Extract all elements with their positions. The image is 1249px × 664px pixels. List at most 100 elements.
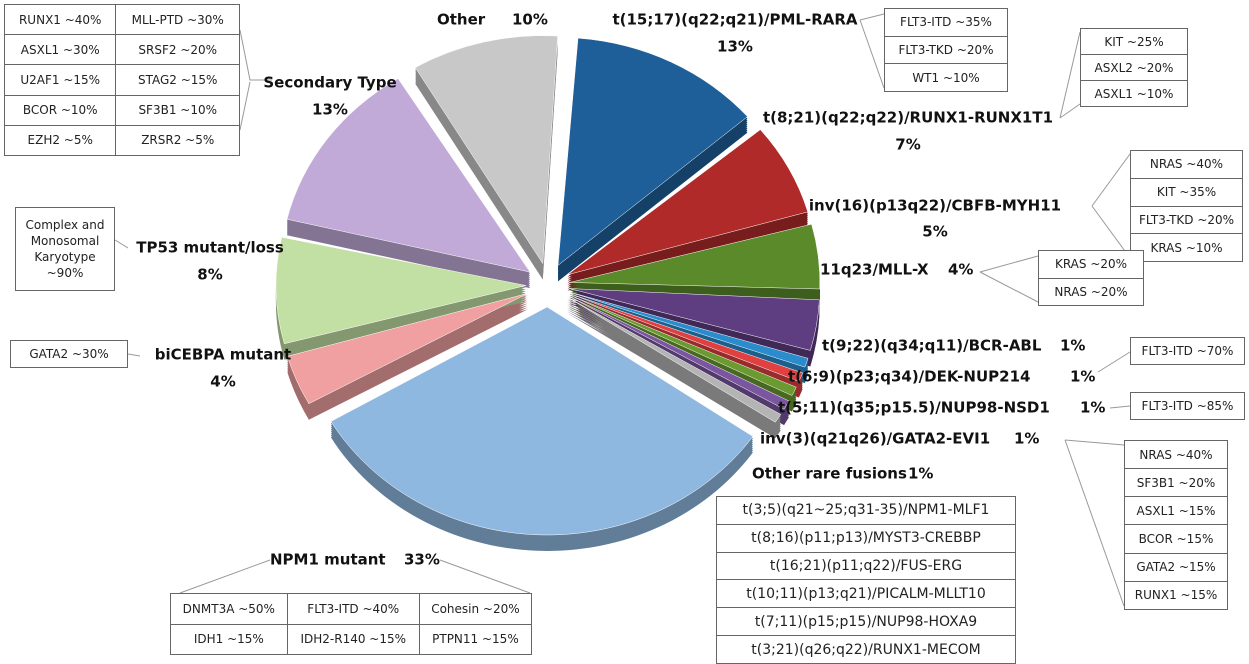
value-label: 7% xyxy=(895,136,920,154)
annotation-cell: FLT3-ITD ~40% xyxy=(286,593,420,625)
annotation-table: RUNX1 ~40% MLL-PTD ~30% ASXL1 ~30% SRSF2 ~2… xyxy=(3,3,240,157)
annotation-cell: IDH1 ~15% xyxy=(170,623,288,655)
connector xyxy=(979,271,1039,303)
annotation-row: FLT3-TKD ~20% xyxy=(884,35,1008,65)
slice-tops xyxy=(275,35,821,536)
annotation-table: DNMT3A ~50% FLT3-ITD ~40% Cohesin ~20% IDH1… xyxy=(170,593,533,655)
annotation-cell: BCOR ~15% xyxy=(1124,524,1228,554)
slice xyxy=(569,223,821,290)
annotation-cell: FLT3-ITD ~70% xyxy=(1130,337,1245,365)
annotation-row: RUNX1 ~15% xyxy=(1124,580,1228,611)
annotation-cell: FLT3-ITD ~35% xyxy=(884,8,1008,37)
annotation-cell: EZH2 ~5% xyxy=(3,124,117,157)
value-label: 13% xyxy=(312,101,348,119)
value-label: 8% xyxy=(197,266,222,284)
annotation-cell: KRAS ~10% xyxy=(1130,233,1243,262)
annotation-table: Complex and Monosomal Karyotype ~90% xyxy=(15,207,115,291)
slice-side xyxy=(567,296,797,398)
annotation-table: KRAS ~20% NRAS ~20% xyxy=(1038,250,1144,306)
annotation-cell: MLL-PTD ~30% xyxy=(115,3,240,36)
annotation-cell: PTPN11 ~15% xyxy=(418,623,533,655)
value-label: 33% xyxy=(404,551,440,569)
value-label: 4% xyxy=(948,261,973,279)
slice-side xyxy=(568,295,803,384)
slice xyxy=(567,295,790,410)
value-label: 5% xyxy=(922,223,947,241)
annotation-row: U2AF1 ~15% STAG2 ~15% xyxy=(3,64,240,96)
annotation-cell: RUNX1 ~40% xyxy=(3,3,117,36)
value-label: 1% xyxy=(908,465,933,483)
annotation-row: EZH2 ~5% ZRSR2 ~5% xyxy=(3,124,240,157)
annotation-cell: Cohesin ~20% xyxy=(418,593,533,625)
annotation-cell: t(16;21)(p11;q22)/FUS-ERG xyxy=(716,551,1016,581)
slice-label: TP53 mutant/loss xyxy=(136,239,284,257)
annotation-table: t(3;5)(q21~25;q31-35)/NPM1-MLF1 t(8;16)(p… xyxy=(716,496,1016,664)
annotation-cell: NRAS ~20% xyxy=(1038,277,1144,306)
annotation-row: WT1 ~10% xyxy=(884,63,1008,92)
connector xyxy=(114,239,129,249)
annotation-cell: GATA2 ~15% xyxy=(1124,552,1228,582)
annotation-row: ASXL1 ~30% SRSF2 ~20% xyxy=(3,34,240,66)
annotation-cell: t(8;16)(p11;p13)/MYST3-CREBBP xyxy=(716,523,1016,553)
value-label: 1% xyxy=(1060,337,1085,355)
slice xyxy=(287,293,528,405)
annotation-cell: KIT ~35% xyxy=(1130,177,1243,207)
slice-label: Other xyxy=(437,11,486,29)
annotation-cell: ASXL1 ~15% xyxy=(1124,496,1228,526)
annotation-cell: FLT3-ITD ~85% xyxy=(1130,392,1245,420)
slice xyxy=(414,35,558,265)
annotation-row: DNMT3A ~50% FLT3-ITD ~40% Cohesin ~20% xyxy=(170,593,533,625)
annotation-cell: NRAS ~40% xyxy=(1124,439,1228,470)
annotation-row: KIT ~35% xyxy=(1130,177,1243,207)
annotation-cell: BCOR ~10% xyxy=(3,94,117,126)
annotation-table: GATA2 ~30% xyxy=(10,340,128,368)
annotation-row: Complex and Monosomal Karyotype ~90% xyxy=(15,207,115,291)
connector xyxy=(1091,205,1131,259)
connector xyxy=(1109,405,1131,409)
connector xyxy=(179,559,271,594)
slice-label: biCEBPA mutant xyxy=(155,346,291,364)
connector xyxy=(1059,103,1081,119)
annotation-cell: SF3B1 ~20% xyxy=(1124,468,1228,498)
connector xyxy=(1064,439,1125,446)
slice-label: Other rare fusions xyxy=(752,465,907,483)
slice xyxy=(566,296,782,423)
slice xyxy=(568,292,803,382)
annotation-cell: DNMT3A ~50% xyxy=(170,593,288,625)
annotation-table: FLT3-ITD ~85% xyxy=(1130,392,1245,420)
annotation-row: GATA2 ~15% xyxy=(1124,552,1228,582)
slice xyxy=(286,78,531,273)
annotation-row: GATA2 ~30% xyxy=(10,340,128,368)
annotation-cell: NRAS ~40% xyxy=(1130,150,1243,179)
annotation-cell: SRSF2 ~20% xyxy=(115,34,240,66)
annotation-table: FLT3-ITD ~70% xyxy=(1130,337,1245,365)
annotation-cell: t(7;11)(p15;p15)/NUP98-HOXA9 xyxy=(716,607,1016,637)
annotation-cell: ASXL1 ~10% xyxy=(1080,80,1188,107)
annotation-cell: KRAS ~20% xyxy=(1038,250,1144,279)
connector xyxy=(1091,153,1131,207)
annotation-row: t(16;21)(p11;q22)/FUS-ERG xyxy=(716,551,1016,581)
annotation-cell: U2AF1 ~15% xyxy=(3,64,117,96)
annotation-cell: ASXL2 ~20% xyxy=(1080,54,1188,81)
connector xyxy=(1059,31,1081,119)
value-label: 1% xyxy=(1014,430,1039,448)
connectors xyxy=(114,13,1131,607)
annotation-cell: STAG2 ~15% xyxy=(115,64,240,96)
slice-side xyxy=(568,293,809,370)
value-label: 13% xyxy=(717,38,753,56)
annotation-table: FLT3-ITD ~35% FLT3-TKD ~20% WT1 ~10% xyxy=(884,8,1008,92)
annotation-row: IDH1 ~15% IDH2-R140 ~15% PTPN11 ~15% xyxy=(170,623,533,655)
annotation-row: NRAS ~40% xyxy=(1130,150,1243,179)
slice-label: inv(16)(p13q22)/CBFB-MYH11 xyxy=(809,197,1061,215)
annotation-cell: GATA2 ~30% xyxy=(10,340,128,368)
annotation-row: SF3B1 ~20% xyxy=(1124,468,1228,498)
annotation-cell: ASXL1 ~30% xyxy=(3,34,117,66)
annotation-row: ASXL1 ~10% xyxy=(1080,80,1188,107)
annotation-cell: IDH2-R140 ~15% xyxy=(286,623,420,655)
annotation-row: KRAS ~20% xyxy=(1038,250,1144,279)
annotation-row: FLT3-TKD ~20% xyxy=(1130,205,1243,235)
annotation-row: BCOR ~10% SF3B1 ~10% xyxy=(3,94,240,126)
annotation-row: t(3;21)(q26;q22)/RUNX1-MECOM xyxy=(716,635,1016,664)
